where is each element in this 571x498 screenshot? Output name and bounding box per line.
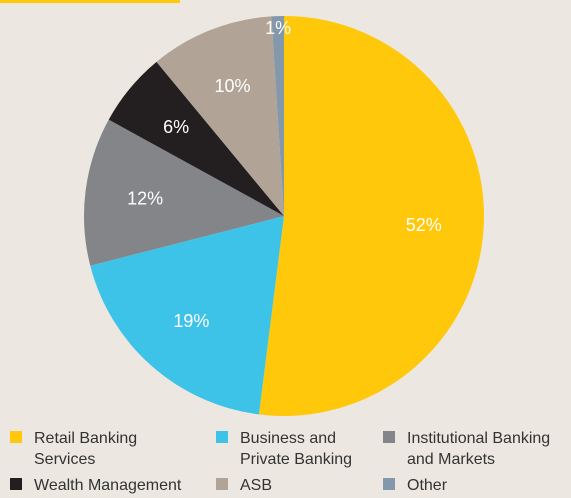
slice-label-business-and-private-banking: 19% [173,311,209,331]
pie-slice-asb [156,16,284,217]
slice-label-wealth-management: 6% [163,117,189,137]
slice-label-asb: 10% [214,76,250,96]
top-accent-bar [0,0,180,3]
pie-slice-business-and-private-banking [90,216,284,415]
slice-label-other: 1% [265,18,291,38]
slice-label-retail-banking-services: 52% [406,215,442,235]
slice-label-institutional-banking-and-markets: 12% [127,188,163,208]
pie-slice-retail-banking-services [258,16,484,416]
pie-slice-other [271,16,284,216]
pie-slice-institutional-banking-and-markets [84,119,284,266]
pie-slice-wealth-management [108,61,284,216]
